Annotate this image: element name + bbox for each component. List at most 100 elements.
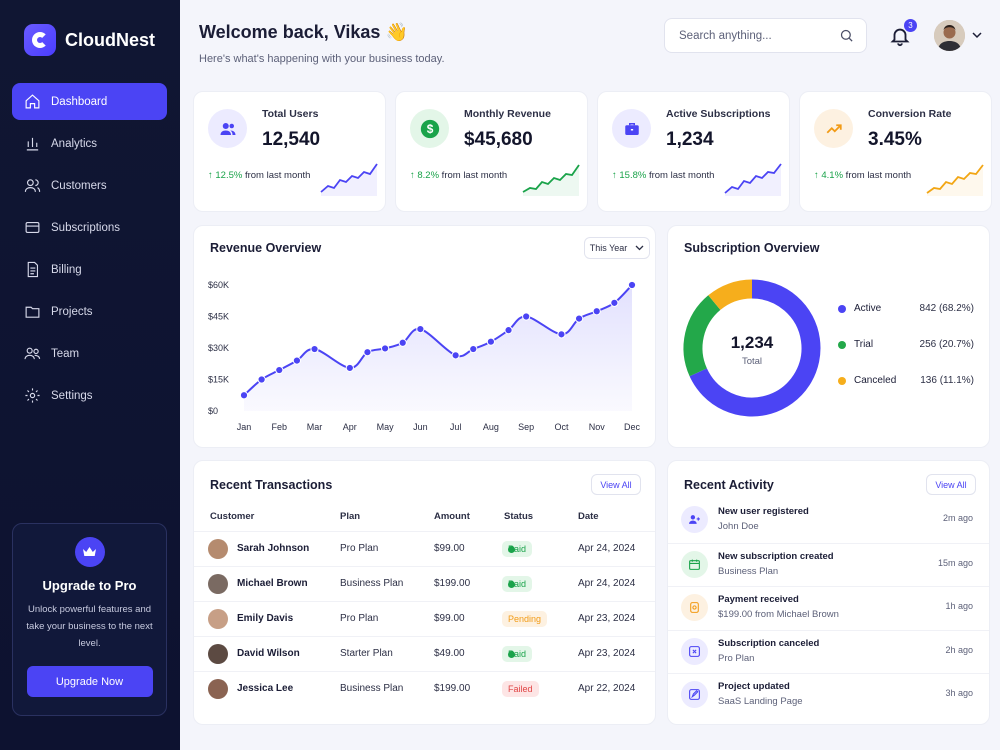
stat-label: Total Users	[262, 108, 319, 120]
upgrade-now-button[interactable]: Upgrade Now	[26, 666, 153, 697]
stat-value: $45,680	[464, 129, 533, 150]
table-row[interactable]: Jessica Lee Business Plan $199.00 Failed Apr…	[194, 671, 655, 706]
activity-item[interactable]: Project updated SaaS Landing Page 3h ago	[668, 673, 989, 716]
y-tick-label: $30K	[208, 343, 229, 353]
user-avatar[interactable]	[934, 20, 965, 51]
gear-icon	[23, 387, 41, 405]
transaction-date: Apr 24, 2024	[578, 578, 636, 589]
activity-time: 1h ago	[945, 601, 973, 611]
legend-name: Active	[854, 303, 882, 314]
stat-value: 3.45%	[868, 129, 922, 150]
amount: $199.00	[434, 578, 471, 589]
status-badge: Paid	[502, 541, 533, 557]
legend-value: 136 (11.1%)	[920, 375, 974, 386]
transactions-card: Recent Transactions View All Customer Pl…	[193, 460, 656, 725]
brand[interactable]: CloudNest	[24, 24, 155, 56]
revenue-point	[610, 298, 619, 307]
table-row[interactable]: David Wilson Starter Plan $49.00 Paid Apr 23…	[194, 636, 655, 671]
sidebar-item-customers[interactable]: Customers	[12, 167, 167, 204]
check-circle-icon	[508, 650, 515, 658]
y-tick-label: $60K	[208, 280, 229, 290]
chevron-down-icon[interactable]	[972, 31, 982, 39]
trend-up-icon	[814, 109, 853, 148]
activity-detail: John Doe	[718, 521, 759, 532]
revenue-point	[592, 307, 601, 316]
y-tick-label: $15K	[208, 375, 229, 385]
revenue-point	[522, 312, 531, 321]
plan-name: Pro Plan	[340, 613, 379, 624]
sidebar-item-billing[interactable]: Billing	[12, 251, 167, 288]
sparkline	[320, 163, 378, 196]
activity-item[interactable]: New subscription created Business Plan 15m…	[668, 542, 989, 586]
sidebar-item-analytics[interactable]: Analytics	[12, 125, 167, 162]
cancel-icon	[681, 637, 708, 665]
activity-title: Project updated	[718, 681, 790, 692]
activity-view-all-button[interactable]: View All	[926, 474, 976, 495]
revenue-chart: $60K $45K $30K $15K $0 Jan Feb Mar Apr May Jun Jul A…	[208, 280, 640, 432]
bar-chart-icon	[23, 135, 41, 153]
activity-title: Payment received	[718, 594, 799, 605]
sidebar-item-settings[interactable]: Settings	[12, 377, 167, 414]
amount: $199.00	[434, 683, 471, 694]
activity-card: Recent Activity View All New user regist…	[667, 460, 990, 725]
x-tick-label: Nov	[589, 422, 606, 432]
y-tick-label: $0	[208, 406, 218, 416]
status-badge: Pending	[502, 611, 548, 627]
activity-item[interactable]: New user registered John Doe 2m ago	[668, 499, 989, 542]
home-icon	[23, 93, 41, 111]
revenue-point	[398, 338, 407, 347]
table-row[interactable]: Emily Davis Pro Plan $99.00 Pending Apr 23, …	[194, 601, 655, 636]
activity-title: New subscription created	[718, 550, 834, 562]
search-input[interactable]	[679, 29, 839, 42]
x-tick-label: Feb	[272, 422, 288, 432]
status-label: Paid	[508, 544, 527, 554]
amount: $99.00	[434, 543, 465, 554]
activity-item[interactable]: Subscription canceled Pro Plan 2h ago	[668, 629, 989, 673]
sidebar-item-dashboard[interactable]: Dashboard	[12, 83, 167, 120]
sidebar-item-subscriptions[interactable]: Subscriptions	[12, 209, 167, 246]
activity-time: 2h ago	[945, 644, 973, 655]
table-row[interactable]: Sarah Johnson Pro Plan $99.00 Paid Apr 24, 2…	[194, 531, 655, 566]
revenue-point	[275, 365, 284, 375]
status-label: Paid	[508, 579, 527, 589]
revenue-point	[257, 375, 266, 384]
legend-name: Canceled	[854, 375, 897, 386]
upgrade-title: Upgrade to Pro	[42, 578, 137, 593]
bell-icon[interactable]	[889, 25, 911, 47]
sidebar-item-projects[interactable]: Projects	[12, 293, 167, 330]
column-header[interactable]: Status	[504, 511, 534, 522]
column-header[interactable]: Plan	[340, 511, 361, 522]
customer-name: Michael Brown	[237, 578, 308, 589]
column-header[interactable]: Customer	[210, 511, 255, 522]
x-tick-label: Mar	[307, 422, 323, 432]
subscription-donut-chart	[683, 279, 821, 417]
revenue-point	[416, 325, 425, 334]
column-header[interactable]: Amount	[434, 511, 470, 522]
activity-detail: SaaS Landing Page	[718, 696, 803, 707]
stat-change: ↑ 4.1% from last month	[814, 170, 911, 181]
activity-item[interactable]: Payment received $199.00 from Michael Bro…	[668, 586, 989, 629]
transaction-date: Apr 23, 2024	[578, 613, 636, 624]
sparkline	[522, 164, 580, 196]
page-subtitle: Here's what's happening with your busine…	[199, 53, 445, 65]
stat-value: 1,234	[666, 129, 714, 150]
column-header[interactable]: Date	[578, 511, 599, 522]
sidebar-item-team[interactable]: Team	[12, 335, 167, 372]
revenue-point	[451, 351, 460, 360]
sidebar-nav: Dashboard Analytics Customers Subscripti…	[12, 83, 167, 419]
amount: $99.00	[434, 613, 465, 624]
status-badge: Paid	[502, 646, 533, 662]
search-icon[interactable]	[839, 28, 854, 43]
period-dropdown[interactable]: This Year	[584, 237, 650, 259]
table-row[interactable]: Michael Brown Business Plan $199.00 Paid Apr…	[194, 566, 655, 601]
customer-name: David Wilson	[237, 648, 300, 659]
upgrade-description: Unlock powerful features and take your b…	[23, 601, 156, 652]
transactions-view-all-button[interactable]: View All	[591, 474, 641, 495]
transaction-date: Apr 22, 2024	[578, 683, 636, 694]
edit-icon	[681, 681, 708, 708]
donut-total: 1,234	[730, 333, 774, 352]
revenue-point	[345, 363, 354, 373]
sidebar-item-label: Projects	[51, 305, 93, 318]
customer-name: Emily Davis	[237, 613, 294, 624]
stat-change-label: from last month	[439, 170, 508, 181]
